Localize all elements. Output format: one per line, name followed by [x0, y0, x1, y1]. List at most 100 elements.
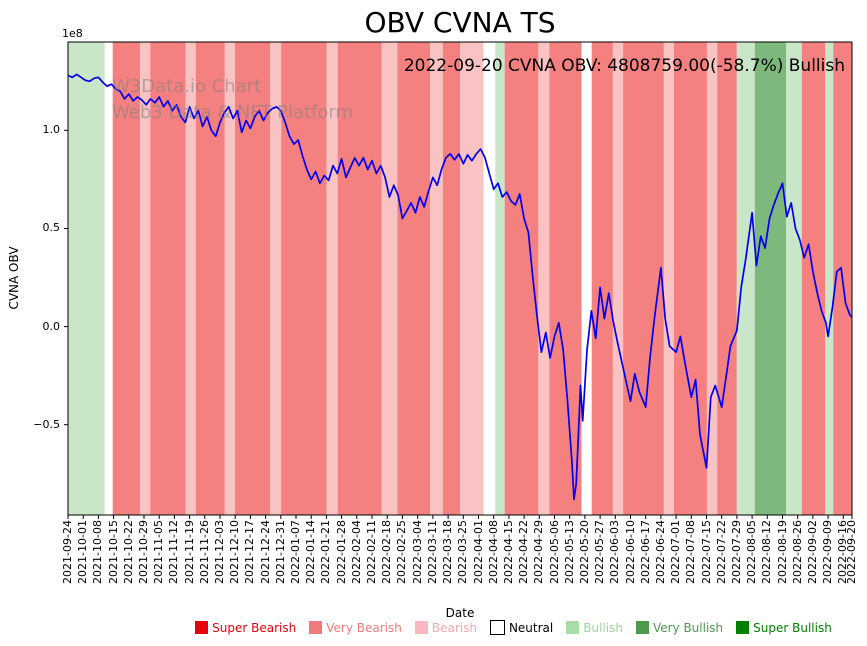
x-tick-label: 2021-12-10 [228, 520, 242, 584]
sentiment-band-neutral [483, 42, 496, 515]
x-tick-label: 2022-02-18 [380, 520, 394, 584]
x-tick-label: 2022-06-03 [608, 520, 622, 584]
x-tick-label: 2022-05-13 [562, 520, 576, 584]
legend-swatch-neutral [489, 620, 505, 635]
x-tick-label: 2022-01-14 [304, 520, 318, 584]
y-axis-label: CVNA OBV [7, 246, 21, 310]
sentiment-band-very-bearish [549, 42, 582, 515]
x-tick-label: 2022-01-21 [319, 520, 333, 584]
x-tick-label: 2022-07-01 [669, 520, 683, 584]
sentiment-band-very-bearish [717, 42, 737, 515]
plot-frame [67, 41, 853, 516]
x-tick-label: 2022-09-02 [805, 520, 819, 584]
y-tick-label: 1.0 [42, 123, 61, 137]
x-tick-label: 2022-04-22 [517, 520, 531, 584]
sentiment-band-bullish [495, 42, 505, 515]
x-tick-label: 2021-12-24 [258, 520, 272, 584]
sentiment-band-bearish [224, 42, 235, 515]
sentiment-band-neutral [581, 42, 592, 515]
sentiment-band-very-bearish [281, 42, 327, 515]
x-tick-label: 2022-07-22 [714, 520, 728, 584]
x-tick-label: 2022-02-04 [349, 520, 363, 584]
legend-item-super-bearish: Super Bearish [195, 621, 296, 635]
x-tick-label: 2022-02-25 [395, 520, 409, 584]
y-axis-offset-label: 1e8 [62, 27, 83, 40]
x-tick-label: 2021-10-15 [106, 520, 120, 584]
sentiment-band-bullish [825, 42, 834, 515]
sentiment-band-very-bullish [754, 42, 787, 515]
x-axis-label: Date [445, 606, 475, 620]
legend-swatch-bullish [566, 621, 580, 634]
legend-label-super-bullish: Super Bullish [753, 620, 832, 635]
legend-item-super-bullish: Super Bullish [736, 621, 832, 635]
x-tick-label: 2021-12-31 [273, 520, 287, 584]
legend-label-neutral: Neutral [508, 620, 554, 635]
x-tick-label: 2021-10-29 [137, 520, 150, 584]
x-tick-label: 2022-05-06 [547, 520, 561, 584]
sentiment-band-bullish [786, 42, 802, 515]
sentiment-band-bearish [707, 42, 718, 515]
legend-label-bearish: Bearish [431, 620, 477, 635]
legend-item-neutral: Neutral [489, 620, 554, 635]
legend-label-very-bullish: Very Bullish [652, 620, 724, 635]
sentiment-band-very-bearish [150, 42, 186, 515]
x-tick-label: 2021-11-19 [182, 520, 196, 584]
legend-swatch-very-bearish [309, 621, 323, 634]
legend-item-very-bullish: Very Bullish [635, 620, 724, 635]
chart-title: OBV CVNA TS [364, 6, 556, 39]
sentiment-band-bearish [538, 42, 550, 515]
legend-item-bullish: Bullish [566, 621, 623, 635]
sentiment-band-bullish [736, 42, 755, 515]
x-tick-label: 2022-09-09 [821, 520, 835, 584]
x-tick-label: 2022-06-17 [638, 520, 652, 584]
x-tick-label: 2022-05-27 [593, 520, 607, 584]
x-tick-label: 2022-01-07 [289, 520, 302, 584]
x-tick-label: 2022-09-20 [845, 520, 858, 584]
sentiment-band-bearish [663, 42, 674, 515]
sentiment-band-bearish [185, 42, 196, 515]
annotation-text: 2022-09-20 CVNA OBV: 4808759.00(-58.7%) … [403, 56, 845, 76]
x-tick-label: 2022-08-12 [760, 520, 774, 584]
x-tick-label: 2022-02-11 [365, 520, 378, 584]
x-tick-label: 2022-03-18 [441, 520, 455, 584]
sentiment-band-very-bearish [674, 42, 707, 515]
x-tick-label: 2022-04-15 [501, 520, 515, 584]
sentiment-band-bearish [612, 42, 624, 515]
sentiment-band-bearish [460, 42, 484, 515]
x-tick-label: 2021-10-08 [91, 520, 105, 584]
sentiment-band-bearish [381, 42, 398, 515]
legend-label-bullish: Bullish [583, 620, 623, 635]
x-tick-label: 2021-09-24 [61, 520, 74, 584]
sentiment-band-bearish [140, 42, 151, 515]
legend-swatch-bearish [414, 621, 428, 634]
sentiment-band-bearish [270, 42, 282, 515]
legend-swatch-super-bullish [736, 621, 750, 634]
x-tick-label: 2021-12-03 [213, 520, 226, 584]
x-tick-label: 2022-04-08 [486, 520, 500, 584]
x-tick-label: 2022-08-05 [745, 520, 759, 584]
sentiment-band-very-bearish [623, 42, 664, 515]
sentiment-band-very-bearish [112, 42, 141, 515]
x-tick-label: 2022-06-24 [653, 520, 667, 584]
sentiment-band-very-bearish [397, 42, 431, 515]
sentiment-band-bullish [68, 42, 105, 515]
sentiment-band-very-bearish [591, 42, 613, 515]
x-tick-label: 2021-11-26 [197, 520, 211, 584]
x-tick-label: 2022-03-11 [425, 520, 439, 584]
x-tick-label: 2021-11-05 [152, 520, 166, 584]
x-tick-label: 2021-10-22 [121, 520, 135, 584]
x-tick-label: 2021-10-01 [76, 520, 90, 584]
y-tick-label: −0.5 [33, 417, 60, 431]
legend-swatch-very-bullish [635, 621, 649, 634]
x-tick-label: 2022-07-08 [684, 520, 698, 584]
sentiment-band-very-bearish [442, 42, 460, 515]
x-tick-label: 2022-03-04 [410, 520, 424, 584]
x-tick-label: 2021-11-12 [167, 520, 181, 584]
legend-item-very-bearish: Very Bearish [309, 621, 402, 635]
obv-line [67, 73, 853, 501]
y-tick-label: 0.5 [42, 221, 61, 235]
sentiment-band-bearish [326, 42, 338, 515]
x-tick-label: 2022-08-26 [790, 520, 804, 584]
x-tick-label: 2021-12-17 [243, 520, 257, 584]
